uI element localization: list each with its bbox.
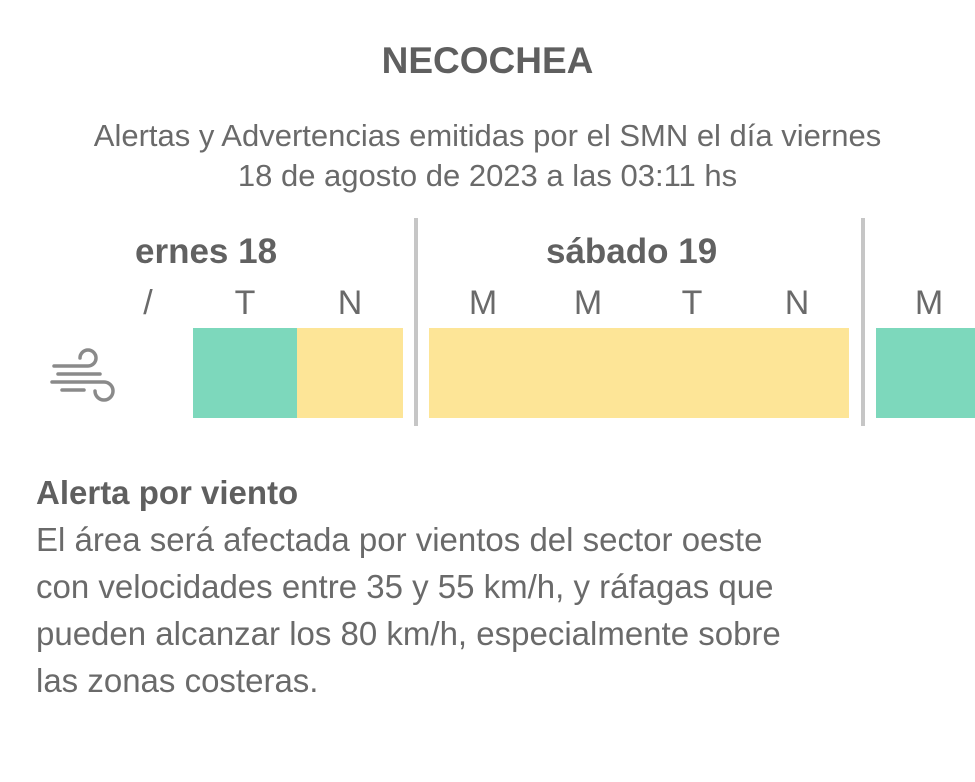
alert-segment-green[interactable] bbox=[193, 328, 297, 418]
period-label: N bbox=[784, 284, 810, 322]
alert-segment-yellow[interactable] bbox=[297, 328, 403, 418]
subtitle-line-1: Alertas y Advertencias emitidas por el S… bbox=[93, 118, 882, 153]
period-label: T bbox=[234, 284, 256, 322]
day-divider bbox=[861, 218, 865, 426]
alert-description: El área será afectada por vientos del se… bbox=[36, 516, 956, 704]
issuance-subtitle: Alertas y Advertencias emitidas por el S… bbox=[0, 116, 975, 196]
alert-timeline[interactable]: ernes 18 sábado 19 / T N M M T N M bbox=[0, 210, 975, 440]
alert-description-line: pueden alcanzar los 80 km/h, especialmen… bbox=[36, 615, 781, 652]
alert-segment-yellow[interactable] bbox=[429, 328, 849, 418]
alert-description-line: con velocidades entre 35 y 55 km/h, y rá… bbox=[36, 568, 774, 605]
subtitle-line-2: 18 de agosto de 2023 a las 03:11 hs bbox=[237, 158, 738, 193]
alert-title: Alerta por viento bbox=[36, 474, 299, 511]
alert-segment-green[interactable] bbox=[876, 328, 975, 418]
period-label: M bbox=[468, 284, 498, 322]
period-label: N bbox=[337, 284, 363, 322]
wind-icon bbox=[50, 348, 115, 402]
period-label: M bbox=[914, 284, 944, 322]
day-label-saturday: sábado 19 bbox=[546, 232, 718, 271]
day-divider bbox=[414, 218, 418, 426]
period-label: T bbox=[681, 284, 703, 322]
alert-description-line: las zonas costeras. bbox=[36, 662, 319, 699]
period-label: M bbox=[573, 284, 603, 322]
alert-description-line: El área será afectada por vientos del se… bbox=[36, 521, 763, 558]
period-label-partial: / bbox=[143, 284, 153, 322]
page-title: NECOCHEA bbox=[381, 40, 594, 81]
day-label-friday: ernes 18 bbox=[135, 232, 278, 271]
